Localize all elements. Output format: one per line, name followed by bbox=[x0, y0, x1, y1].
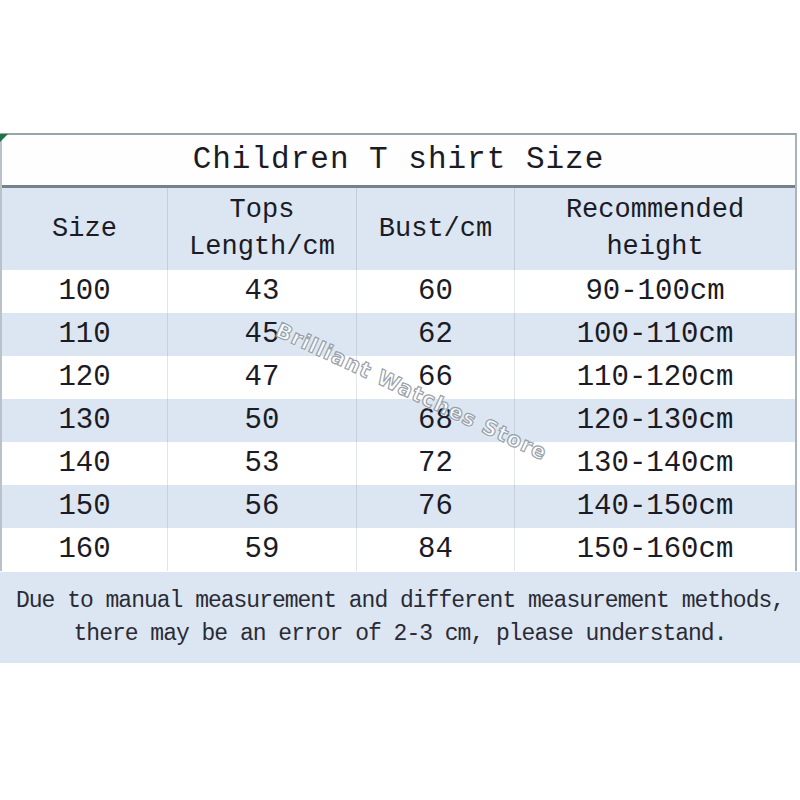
header-line: Recommended bbox=[566, 192, 744, 229]
header-line: Length/cm bbox=[189, 229, 335, 266]
size-cell: 100 bbox=[2, 270, 168, 313]
table-row: 130 50 68 120-130cm bbox=[2, 399, 795, 442]
table-title: Children T shirt Size bbox=[2, 135, 795, 188]
table-body: 100 43 60 90-100cm 110 45 62 100-110cm 1… bbox=[2, 270, 795, 571]
height-cell: 110-120cm bbox=[515, 356, 795, 399]
header-line: Size bbox=[52, 211, 117, 248]
size-cell: 140 bbox=[2, 442, 168, 485]
table-header-row: Size Tops Length/cm Bust/cm Recommended … bbox=[2, 188, 795, 270]
tops-length-cell: 59 bbox=[168, 528, 357, 571]
bust-cell: 68 bbox=[357, 399, 515, 442]
size-chart-image: Children T shirt Size Size Tops Length/c… bbox=[0, 0, 800, 800]
green-corner-mark bbox=[0, 134, 8, 142]
tops-length-cell: 56 bbox=[168, 485, 357, 528]
table-row: 110 45 62 100-110cm bbox=[2, 313, 795, 356]
size-cell: 120 bbox=[2, 356, 168, 399]
tops-length-cell: 45 bbox=[168, 313, 357, 356]
size-cell: 130 bbox=[2, 399, 168, 442]
table-row: 120 47 66 110-120cm bbox=[2, 356, 795, 399]
size-cell: 150 bbox=[2, 485, 168, 528]
height-cell: 140-150cm bbox=[515, 485, 795, 528]
height-cell: 120-130cm bbox=[515, 399, 795, 442]
tops-length-cell: 53 bbox=[168, 442, 357, 485]
measurement-note: Due to manual measurement and different … bbox=[0, 572, 800, 663]
header-line: Tops bbox=[230, 192, 295, 229]
header-line: height bbox=[606, 229, 703, 266]
size-cell: 160 bbox=[2, 528, 168, 571]
tops-length-cell: 47 bbox=[168, 356, 357, 399]
header-cell-recommended-height: Recommended height bbox=[515, 188, 795, 270]
bust-cell: 84 bbox=[357, 528, 515, 571]
note-line-1: Due to manual measurement and different … bbox=[0, 587, 800, 616]
bust-cell: 76 bbox=[357, 485, 515, 528]
size-chart-table: Children T shirt Size Size Tops Length/c… bbox=[0, 133, 797, 571]
table-row: 100 43 60 90-100cm bbox=[2, 270, 795, 313]
header-cell-bust: Bust/cm bbox=[357, 188, 515, 270]
tops-length-cell: 50 bbox=[168, 399, 357, 442]
header-cell-tops-length: Tops Length/cm bbox=[168, 188, 357, 270]
height-cell: 130-140cm bbox=[515, 442, 795, 485]
bust-cell: 72 bbox=[357, 442, 515, 485]
bust-cell: 62 bbox=[357, 313, 515, 356]
height-cell: 150-160cm bbox=[515, 528, 795, 571]
table-row: 140 53 72 130-140cm bbox=[2, 442, 795, 485]
bust-cell: 66 bbox=[357, 356, 515, 399]
header-cell-size: Size bbox=[2, 188, 168, 270]
height-cell: 100-110cm bbox=[515, 313, 795, 356]
table-row: 160 59 84 150-160cm bbox=[2, 528, 795, 571]
tops-length-cell: 43 bbox=[168, 270, 357, 313]
header-line: Bust/cm bbox=[379, 211, 492, 248]
bust-cell: 60 bbox=[357, 270, 515, 313]
height-cell: 90-100cm bbox=[515, 270, 795, 313]
table-row: 150 56 76 140-150cm bbox=[2, 485, 795, 528]
size-cell: 110 bbox=[2, 313, 168, 356]
note-line-2: there may be an error of 2-3 cm, please … bbox=[0, 620, 800, 649]
